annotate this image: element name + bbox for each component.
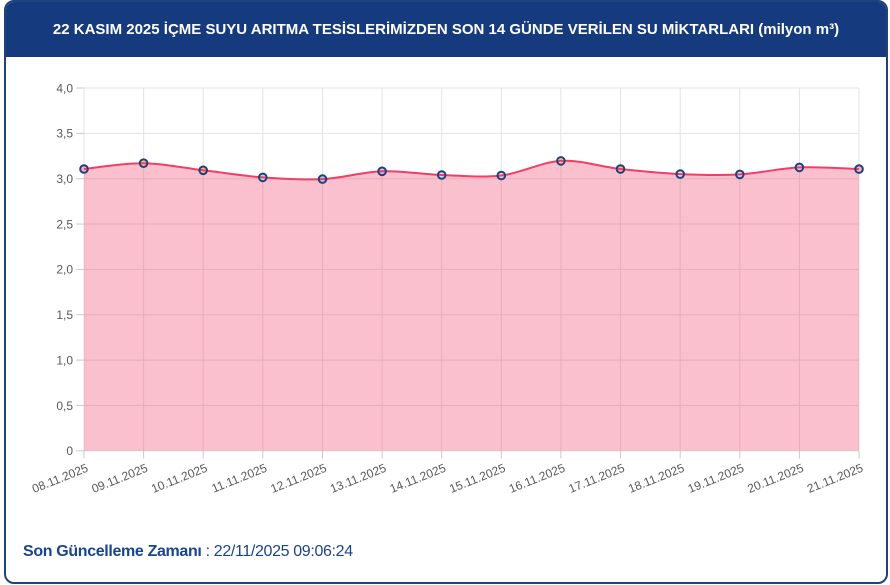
svg-text:09.11.2025: 09.11.2025 <box>90 461 150 496</box>
svg-text:0,5: 0,5 <box>56 399 73 413</box>
svg-text:15.11.2025: 15.11.2025 <box>447 461 507 496</box>
svg-text:1,0: 1,0 <box>56 353 73 367</box>
svg-text:13.11.2025: 13.11.2025 <box>328 461 388 496</box>
svg-text:3,0: 3,0 <box>56 172 73 186</box>
svg-text:12.11.2025: 12.11.2025 <box>269 461 329 496</box>
svg-text:3,5: 3,5 <box>56 127 73 141</box>
svg-text:08.11.2025: 08.11.2025 <box>30 461 90 496</box>
svg-text:17.11.2025: 17.11.2025 <box>567 461 627 496</box>
svg-text:0: 0 <box>66 444 73 458</box>
svg-text:18.11.2025: 18.11.2025 <box>626 461 686 496</box>
svg-text:2,5: 2,5 <box>56 217 73 231</box>
svg-text:19.11.2025: 19.11.2025 <box>686 461 746 496</box>
svg-text:4,0: 4,0 <box>56 81 73 95</box>
svg-text:11.11.2025: 11.11.2025 <box>210 461 270 496</box>
svg-text:20.11.2025: 20.11.2025 <box>745 461 805 496</box>
svg-text:10.11.2025: 10.11.2025 <box>149 461 209 496</box>
svg-text:16.11.2025: 16.11.2025 <box>507 461 567 496</box>
svg-text:1,5: 1,5 <box>56 308 73 322</box>
svg-text:21.11.2025: 21.11.2025 <box>805 461 865 496</box>
svg-text:14.11.2025: 14.11.2025 <box>388 461 448 496</box>
svg-text:2,0: 2,0 <box>56 263 73 277</box>
